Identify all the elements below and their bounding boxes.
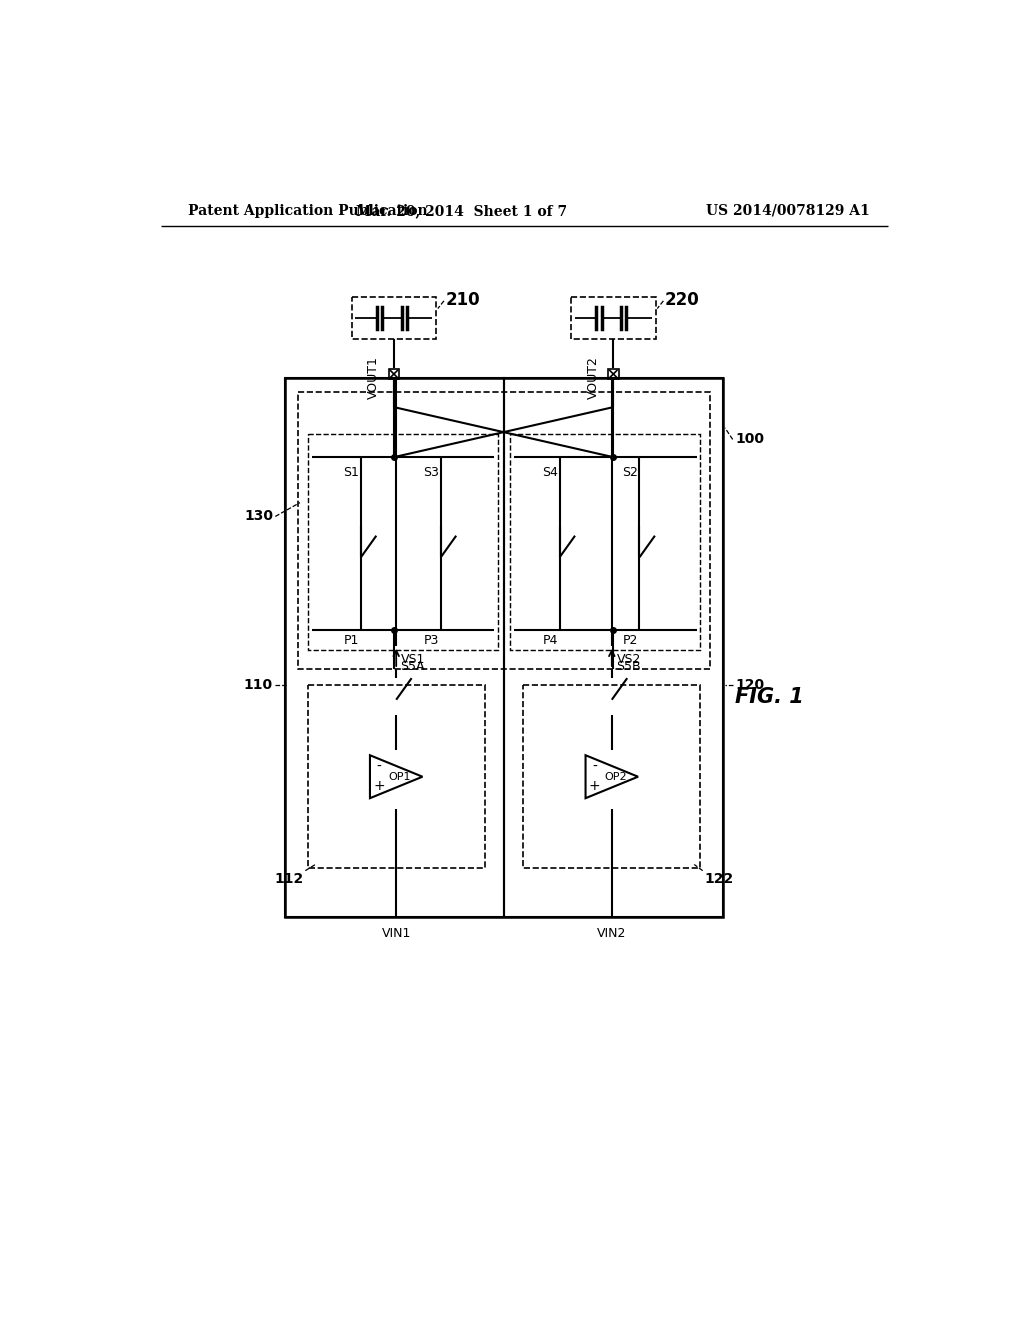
Text: 110: 110 <box>244 678 273 692</box>
Text: -: - <box>377 760 382 774</box>
Text: 112: 112 <box>274 873 304 886</box>
Text: Patent Application Publication: Patent Application Publication <box>188 203 428 218</box>
Text: P1: P1 <box>344 635 359 647</box>
Bar <box>285 378 724 917</box>
Text: VOUT2: VOUT2 <box>587 356 599 399</box>
Text: VIN1: VIN1 <box>382 927 411 940</box>
Text: P4: P4 <box>543 635 558 647</box>
Polygon shape <box>370 755 423 799</box>
Text: -: - <box>592 760 597 774</box>
Bar <box>504 378 724 917</box>
Text: 210: 210 <box>445 290 480 309</box>
Text: OP1: OP1 <box>389 772 412 781</box>
Text: S4: S4 <box>542 466 558 479</box>
Text: VS1: VS1 <box>400 653 425 667</box>
Text: 220: 220 <box>665 290 699 309</box>
Text: S5A: S5A <box>400 660 425 673</box>
Bar <box>523 685 700 869</box>
Text: S5B: S5B <box>615 660 640 673</box>
Bar <box>571 297 655 339</box>
Text: VOUT1: VOUT1 <box>367 356 380 399</box>
Text: 120: 120 <box>735 678 764 692</box>
Polygon shape <box>586 755 638 799</box>
Text: P3: P3 <box>424 635 439 647</box>
Text: 100: 100 <box>735 433 764 446</box>
Bar <box>285 378 504 917</box>
Text: US 2014/0078129 A1: US 2014/0078129 A1 <box>706 203 869 218</box>
Text: 122: 122 <box>705 873 733 886</box>
Bar <box>307 434 498 649</box>
Text: FIG. 1: FIG. 1 <box>735 688 804 708</box>
Text: +: + <box>374 779 385 793</box>
Text: P2: P2 <box>623 635 638 647</box>
Text: OP2: OP2 <box>604 772 627 781</box>
Bar <box>298 392 710 669</box>
Text: VS2: VS2 <box>616 653 641 667</box>
Bar <box>351 297 436 339</box>
Text: VIN2: VIN2 <box>597 927 627 940</box>
Bar <box>388 368 399 379</box>
Bar <box>307 685 484 869</box>
Text: S2: S2 <box>623 466 638 479</box>
Bar <box>510 434 700 649</box>
Text: S1: S1 <box>343 466 359 479</box>
Bar <box>608 368 618 379</box>
Text: Mar. 20, 2014  Sheet 1 of 7: Mar. 20, 2014 Sheet 1 of 7 <box>356 203 567 218</box>
Text: S3: S3 <box>423 466 439 479</box>
Text: 130: 130 <box>244 510 273 524</box>
Text: +: + <box>589 779 601 793</box>
